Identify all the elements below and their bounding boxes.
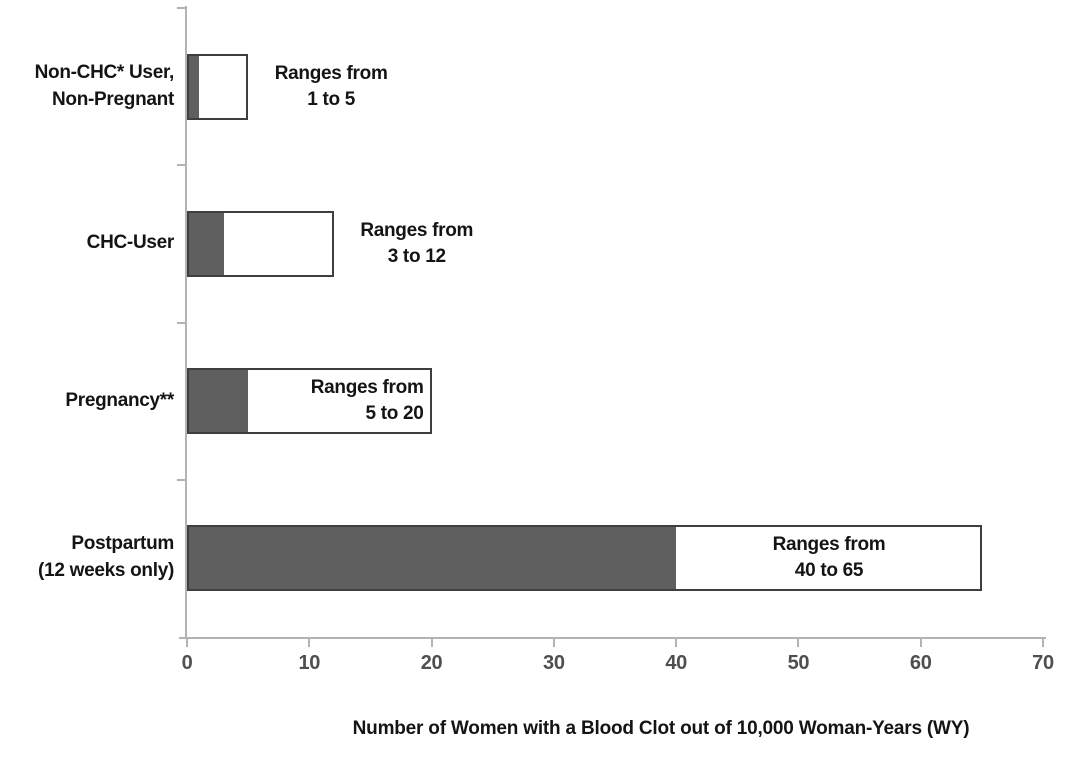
x-tick-label: 50 — [787, 652, 810, 674]
y-tick — [177, 7, 186, 9]
category-label: CHC-User — [86, 232, 175, 254]
x-tick — [919, 639, 922, 647]
x-tick-label: 40 — [665, 652, 687, 674]
x-tick-label: 0 — [181, 652, 193, 674]
bar-annotation: Ranges from 1 to 5 — [274, 62, 388, 110]
bar-low-segment — [189, 370, 249, 433]
bar — [187, 53, 249, 120]
x-tick — [797, 639, 800, 647]
bar-low-segment — [189, 527, 677, 590]
x-tick — [308, 639, 311, 647]
x-tick — [430, 639, 433, 647]
category-label: Non-CHC* User, Non-Pregnant — [34, 61, 175, 110]
bar — [187, 525, 982, 592]
category-label: Pregnancy** — [65, 389, 174, 411]
bar-low-segment — [189, 212, 224, 275]
bar-annotation: Ranges from 40 to 65 — [772, 534, 886, 582]
x-tick — [675, 639, 678, 647]
y-tick — [177, 478, 186, 481]
bar-annotation: Ranges from 5 to 20 — [310, 377, 424, 425]
bar — [187, 368, 432, 435]
bar-annotation: Ranges from 3 to 12 — [360, 219, 474, 267]
x-tick — [552, 639, 555, 647]
bar — [187, 210, 334, 277]
bar-low-segment — [189, 55, 200, 118]
x-tick-label: 70 — [1032, 652, 1054, 674]
x-axis-title: Number of Women with a Blood Clot out of… — [352, 718, 970, 739]
x-tick-label: 60 — [909, 652, 932, 674]
category-label: Postpartum (12 weeks only) — [38, 533, 174, 582]
x-tick-label: 30 — [543, 652, 565, 674]
x-axis-line — [179, 637, 1046, 639]
x-tick-label: 10 — [298, 652, 321, 674]
y-tick — [177, 164, 186, 167]
x-tick — [186, 639, 188, 647]
x-tick — [1042, 639, 1044, 647]
y-tick — [177, 321, 186, 324]
x-tick-label: 20 — [420, 652, 443, 674]
y-axis-line — [185, 6, 187, 639]
